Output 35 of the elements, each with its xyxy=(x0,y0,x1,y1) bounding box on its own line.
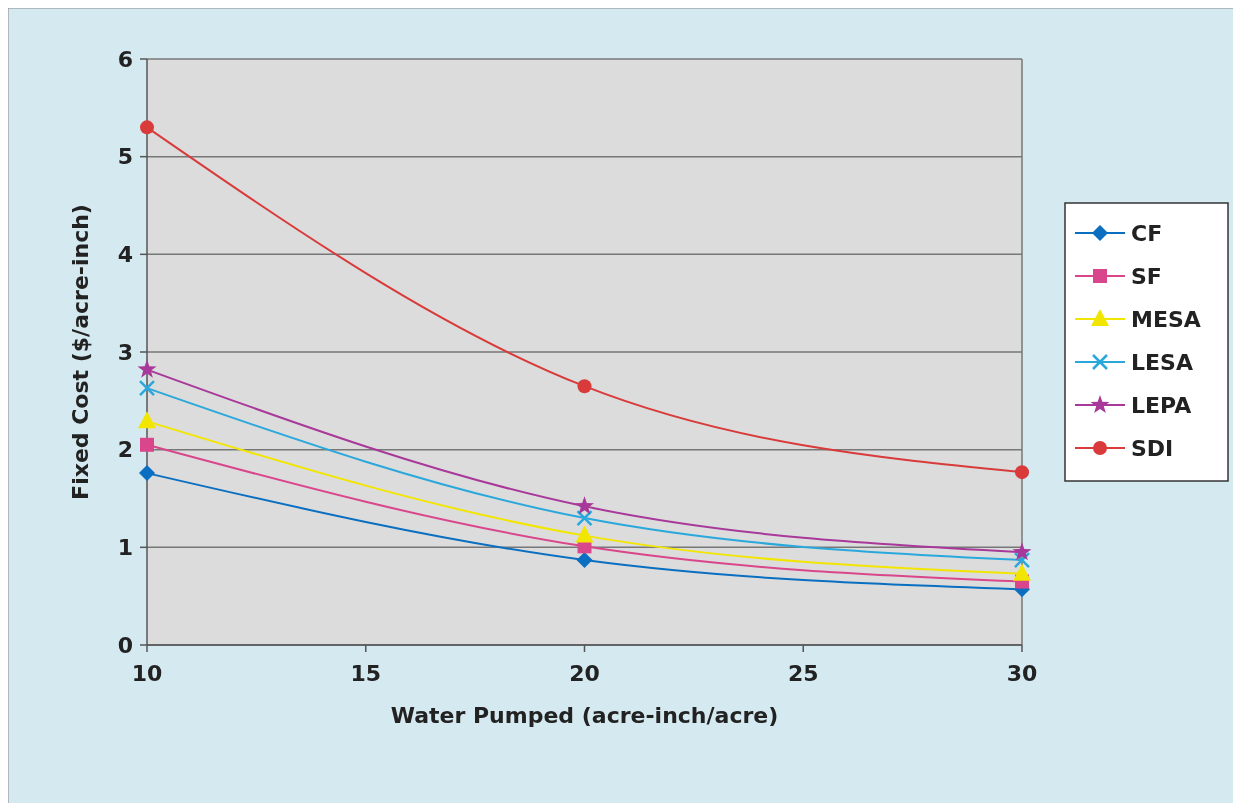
legend-label: MESA xyxy=(1131,306,1201,332)
y-tick-label: 5 xyxy=(117,144,133,170)
x-axis-title: Water Pumped (acre-inch/acre) xyxy=(390,703,779,728)
x-tick-label: 20 xyxy=(569,661,600,686)
point xyxy=(140,437,154,452)
legend-label: LEPA xyxy=(1131,392,1192,418)
point xyxy=(576,509,593,527)
x-tick-label: 10 xyxy=(131,661,163,686)
point xyxy=(139,465,155,482)
y-axis-title: Fixed Cost ($/acre-inch) xyxy=(68,204,93,500)
point xyxy=(1012,542,1032,561)
point xyxy=(574,496,595,515)
legend-label: SDI xyxy=(1131,435,1174,461)
x-tick-label: 25 xyxy=(787,661,819,686)
y-tick-label: 6 xyxy=(117,46,133,72)
point xyxy=(575,525,594,543)
y-tick-label: 3 xyxy=(117,339,133,365)
y-tick-label: 1 xyxy=(117,535,133,561)
y-tick-label: 4 xyxy=(117,242,133,268)
point xyxy=(138,379,156,397)
point xyxy=(140,120,154,135)
point xyxy=(1015,465,1029,480)
y-tick-label: 0 xyxy=(117,632,133,658)
point xyxy=(576,552,593,569)
point xyxy=(1013,563,1031,581)
point xyxy=(137,359,157,378)
legend-label: CF xyxy=(1131,220,1163,246)
point xyxy=(1013,551,1031,569)
point xyxy=(577,379,592,394)
x-tick-label: 30 xyxy=(1006,661,1038,686)
y-tick-label: 2 xyxy=(117,437,133,463)
legend-label: LESA xyxy=(1131,349,1193,375)
x-tick-label: 15 xyxy=(350,661,382,686)
point xyxy=(138,411,156,429)
legend-label: SF xyxy=(1131,263,1162,289)
